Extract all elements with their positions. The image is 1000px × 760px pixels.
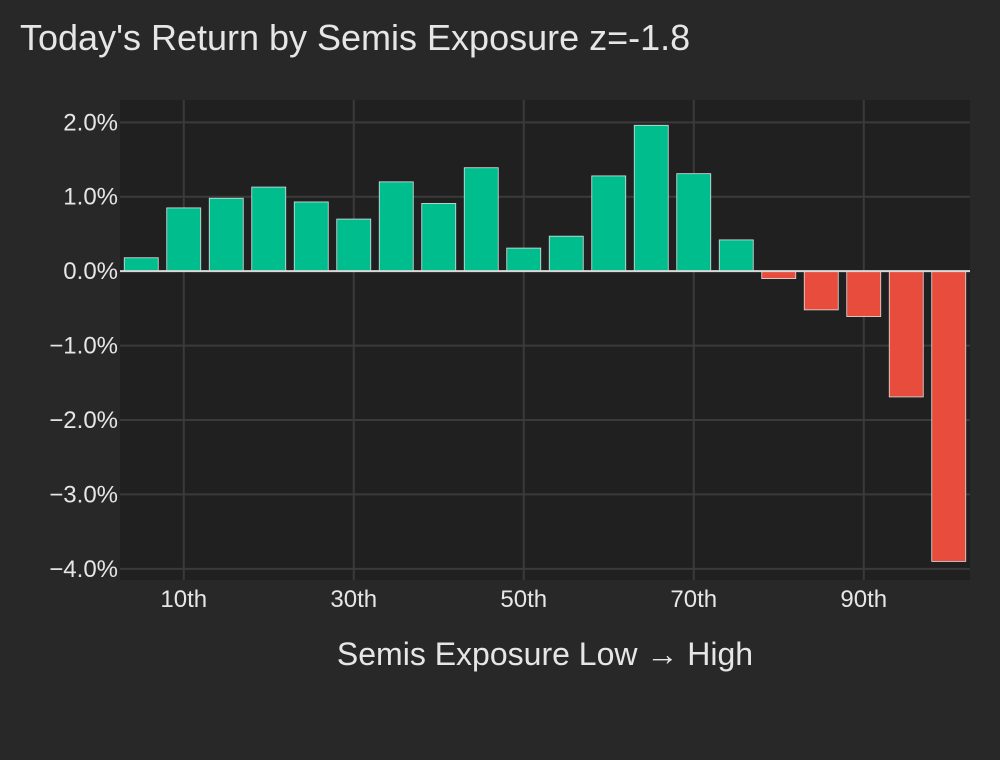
- x-tick-label: 50th: [500, 586, 547, 613]
- bar: [166, 207, 202, 272]
- x-axis-title: Semis Exposure Low → High: [337, 636, 753, 672]
- bar: [123, 257, 159, 272]
- bar: [548, 235, 584, 272]
- bar: [208, 197, 244, 272]
- y-tick-label: −1.0%: [49, 333, 118, 360]
- bar: [251, 186, 287, 272]
- bar: [591, 175, 627, 272]
- chart-title: Today's Return by Semis Exposure z=-1.8: [20, 17, 690, 58]
- y-tick-label: −4.0%: [49, 556, 118, 583]
- bar: [336, 218, 372, 272]
- bar: [293, 201, 329, 272]
- x-tick-label: 90th: [840, 586, 887, 613]
- bar: [421, 203, 457, 272]
- bar: [803, 270, 839, 311]
- y-tick-label: −2.0%: [49, 407, 118, 434]
- x-tick-label: 70th: [670, 586, 717, 613]
- y-tick-label: 2.0%: [63, 109, 118, 136]
- bar: [761, 270, 797, 280]
- x-axis-ticks: 10th 30th 50th 70th 90th: [160, 586, 887, 613]
- bars: [123, 124, 967, 562]
- bar: [378, 181, 414, 272]
- bar: [931, 270, 967, 562]
- bar: [506, 247, 542, 272]
- y-tick-label: −3.0%: [49, 481, 118, 508]
- y-tick-label: 1.0%: [63, 184, 118, 211]
- bar: [463, 167, 499, 272]
- x-tick-label: 10th: [160, 586, 207, 613]
- bar: [846, 270, 882, 317]
- x-tick-label: 30th: [330, 586, 377, 613]
- bar: [888, 270, 924, 398]
- bar: [633, 124, 669, 272]
- plot-area: [120, 100, 970, 580]
- bar: [718, 239, 754, 272]
- bar: [676, 173, 712, 272]
- y-axis-ticks: 2.0% 1.0% 0.0% −1.0% −2.0% −3.0% −4.0%: [49, 109, 118, 583]
- y-tick-label: 0.0%: [63, 258, 118, 285]
